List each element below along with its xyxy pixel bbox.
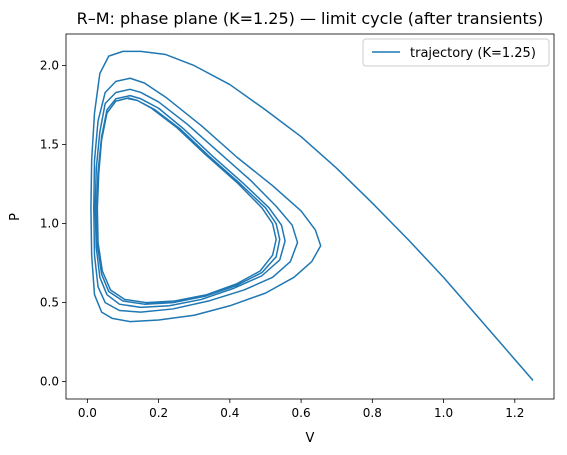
x-tick-label: 0.2 bbox=[149, 406, 168, 420]
y-tick-label: 0.0 bbox=[40, 375, 59, 389]
series-layer bbox=[90, 50, 534, 381]
legend-box bbox=[362, 38, 550, 67]
x-tick-label: 0.8 bbox=[363, 406, 382, 420]
x-tick-label: 0.6 bbox=[292, 406, 311, 420]
x-axis-ticks: 0.0 0.2 0.4 0.6 0.8 1.0 1.2 bbox=[78, 399, 524, 420]
x-tick-label: 1.2 bbox=[505, 406, 524, 420]
y-axis-ticks: 0.0 0.5 1.0 1.5 2.0 bbox=[40, 59, 66, 389]
axes-frame bbox=[65, 33, 555, 400]
y-tick-label: 0.5 bbox=[40, 296, 59, 310]
y-axis-label: P bbox=[8, 213, 23, 221]
x-tick-label: 0.4 bbox=[220, 406, 239, 420]
y-tick-label: 2.0 bbox=[40, 59, 59, 73]
legend-entry-label: trajectory (K=1.25) bbox=[410, 46, 536, 61]
x-axis-label: V bbox=[306, 431, 315, 446]
legend: trajectory (K=1.25) bbox=[362, 38, 550, 67]
y-tick-label: 1.5 bbox=[40, 138, 59, 152]
plot-area bbox=[65, 33, 555, 400]
y-tick-label: 1.0 bbox=[40, 217, 59, 231]
x-tick-label: 0.0 bbox=[78, 406, 97, 420]
series-line-0 bbox=[90, 50, 534, 381]
chart-title: R–M: phase plane (K=1.25) — limit cycle … bbox=[77, 9, 544, 28]
x-tick-label: 1.0 bbox=[434, 406, 453, 420]
